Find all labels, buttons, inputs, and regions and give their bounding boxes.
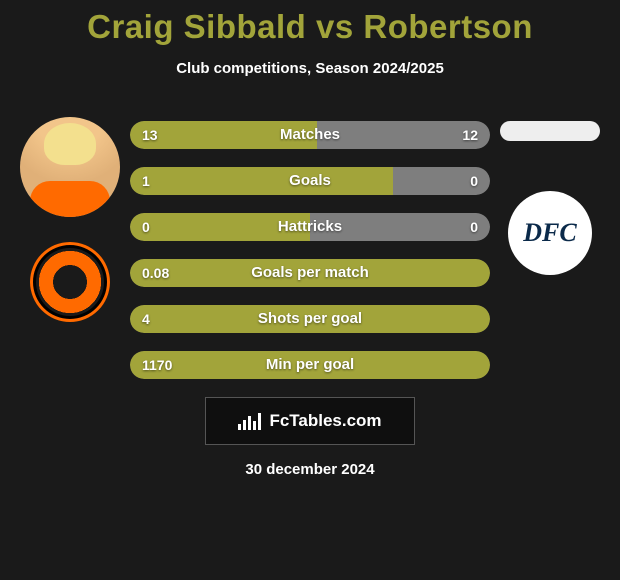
club-right-abbrev: DFC [523, 219, 576, 248]
stat-row: 13Matches12 [130, 121, 490, 149]
club-badge-right: DFC [508, 191, 592, 275]
stat-label: Matches [130, 121, 490, 149]
right-player-column: DFC [490, 117, 610, 275]
comparison-card: Craig Sibbald vs Robertson Club competit… [0, 0, 620, 478]
stat-label: Min per goal [130, 351, 490, 379]
subtitle: Club competitions, Season 2024/2025 [176, 60, 444, 77]
brand-text: FcTables.com [269, 411, 381, 431]
stat-row: 1Goals0 [130, 167, 490, 195]
stat-row: 1170Min per goal [130, 351, 490, 379]
stat-label: Hattricks [130, 213, 490, 241]
stat-row: 0.08Goals per match [130, 259, 490, 287]
stat-value-right: 12 [462, 121, 478, 149]
stat-label: Goals per match [130, 259, 490, 287]
brand-logo-icon [238, 413, 261, 430]
stat-row: 0Hattricks0 [130, 213, 490, 241]
player-avatar-right [500, 121, 600, 141]
stat-row: 4Shots per goal [130, 305, 490, 333]
brand-box: FcTables.com [205, 397, 415, 445]
left-player-column [10, 117, 130, 322]
stat-label: Shots per goal [130, 305, 490, 333]
player-avatar-left [20, 117, 120, 217]
club-badge-left [30, 242, 110, 322]
stat-value-right: 0 [470, 213, 478, 241]
stat-value-right: 0 [470, 167, 478, 195]
main-row: 13Matches121Goals00Hattricks00.08Goals p… [0, 117, 620, 379]
footer-date: 30 december 2024 [245, 461, 374, 478]
stat-label: Goals [130, 167, 490, 195]
page-title: Craig Sibbald vs Robertson [87, 8, 533, 46]
stats-bars: 13Matches121Goals00Hattricks00.08Goals p… [130, 117, 490, 379]
